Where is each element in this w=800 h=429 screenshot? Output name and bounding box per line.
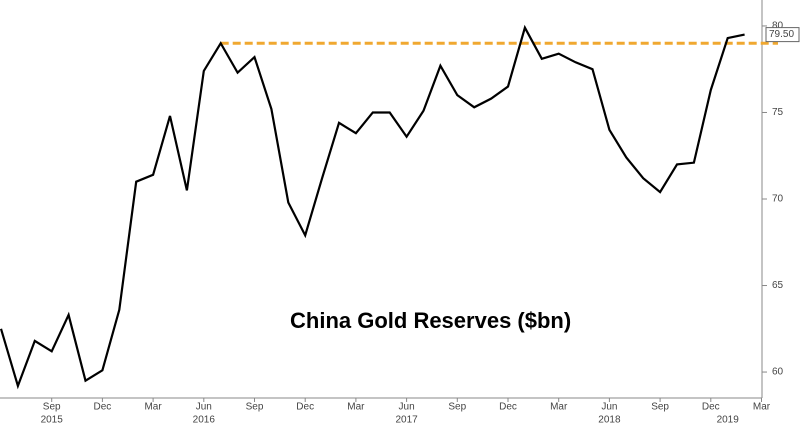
y-tick-label: 80 xyxy=(772,21,784,32)
x-tick-label: Jun xyxy=(601,402,617,413)
y-tick-label: 75 xyxy=(772,107,784,118)
x-tick-label: Mar xyxy=(347,402,365,413)
year-label: 2016 xyxy=(193,415,216,426)
last-value-label: 79.50 xyxy=(769,29,794,40)
x-tick-label: Dec xyxy=(702,402,720,413)
x-tick-label: Mar xyxy=(144,402,162,413)
x-tick-label: Dec xyxy=(499,402,517,413)
y-tick-label: 70 xyxy=(772,194,784,205)
year-label: 2017 xyxy=(395,415,418,426)
x-tick-label: Sep xyxy=(43,402,61,413)
y-tick-label: 65 xyxy=(772,280,784,291)
year-label: 2015 xyxy=(41,415,64,426)
x-tick-label: Jun xyxy=(196,402,212,413)
annotation: China Gold Reserves ($bn) xyxy=(290,308,571,333)
last-value-box xyxy=(765,27,800,43)
x-tick-label: Sep xyxy=(448,402,466,413)
x-tick-label: Sep xyxy=(246,402,264,413)
x-tick-label: Dec xyxy=(296,402,314,413)
x-tick-label: Jun xyxy=(399,402,415,413)
year-label: 2018 xyxy=(598,415,621,426)
x-tick-label: Mar xyxy=(550,402,568,413)
x-tick-label: Dec xyxy=(94,402,112,413)
series-line xyxy=(0,24,745,390)
year-label: 2019 xyxy=(717,415,740,426)
x-tick-label: Sep xyxy=(651,402,669,413)
x-tick-label: Mar xyxy=(753,402,771,413)
y-tick-label: 60 xyxy=(772,367,784,378)
